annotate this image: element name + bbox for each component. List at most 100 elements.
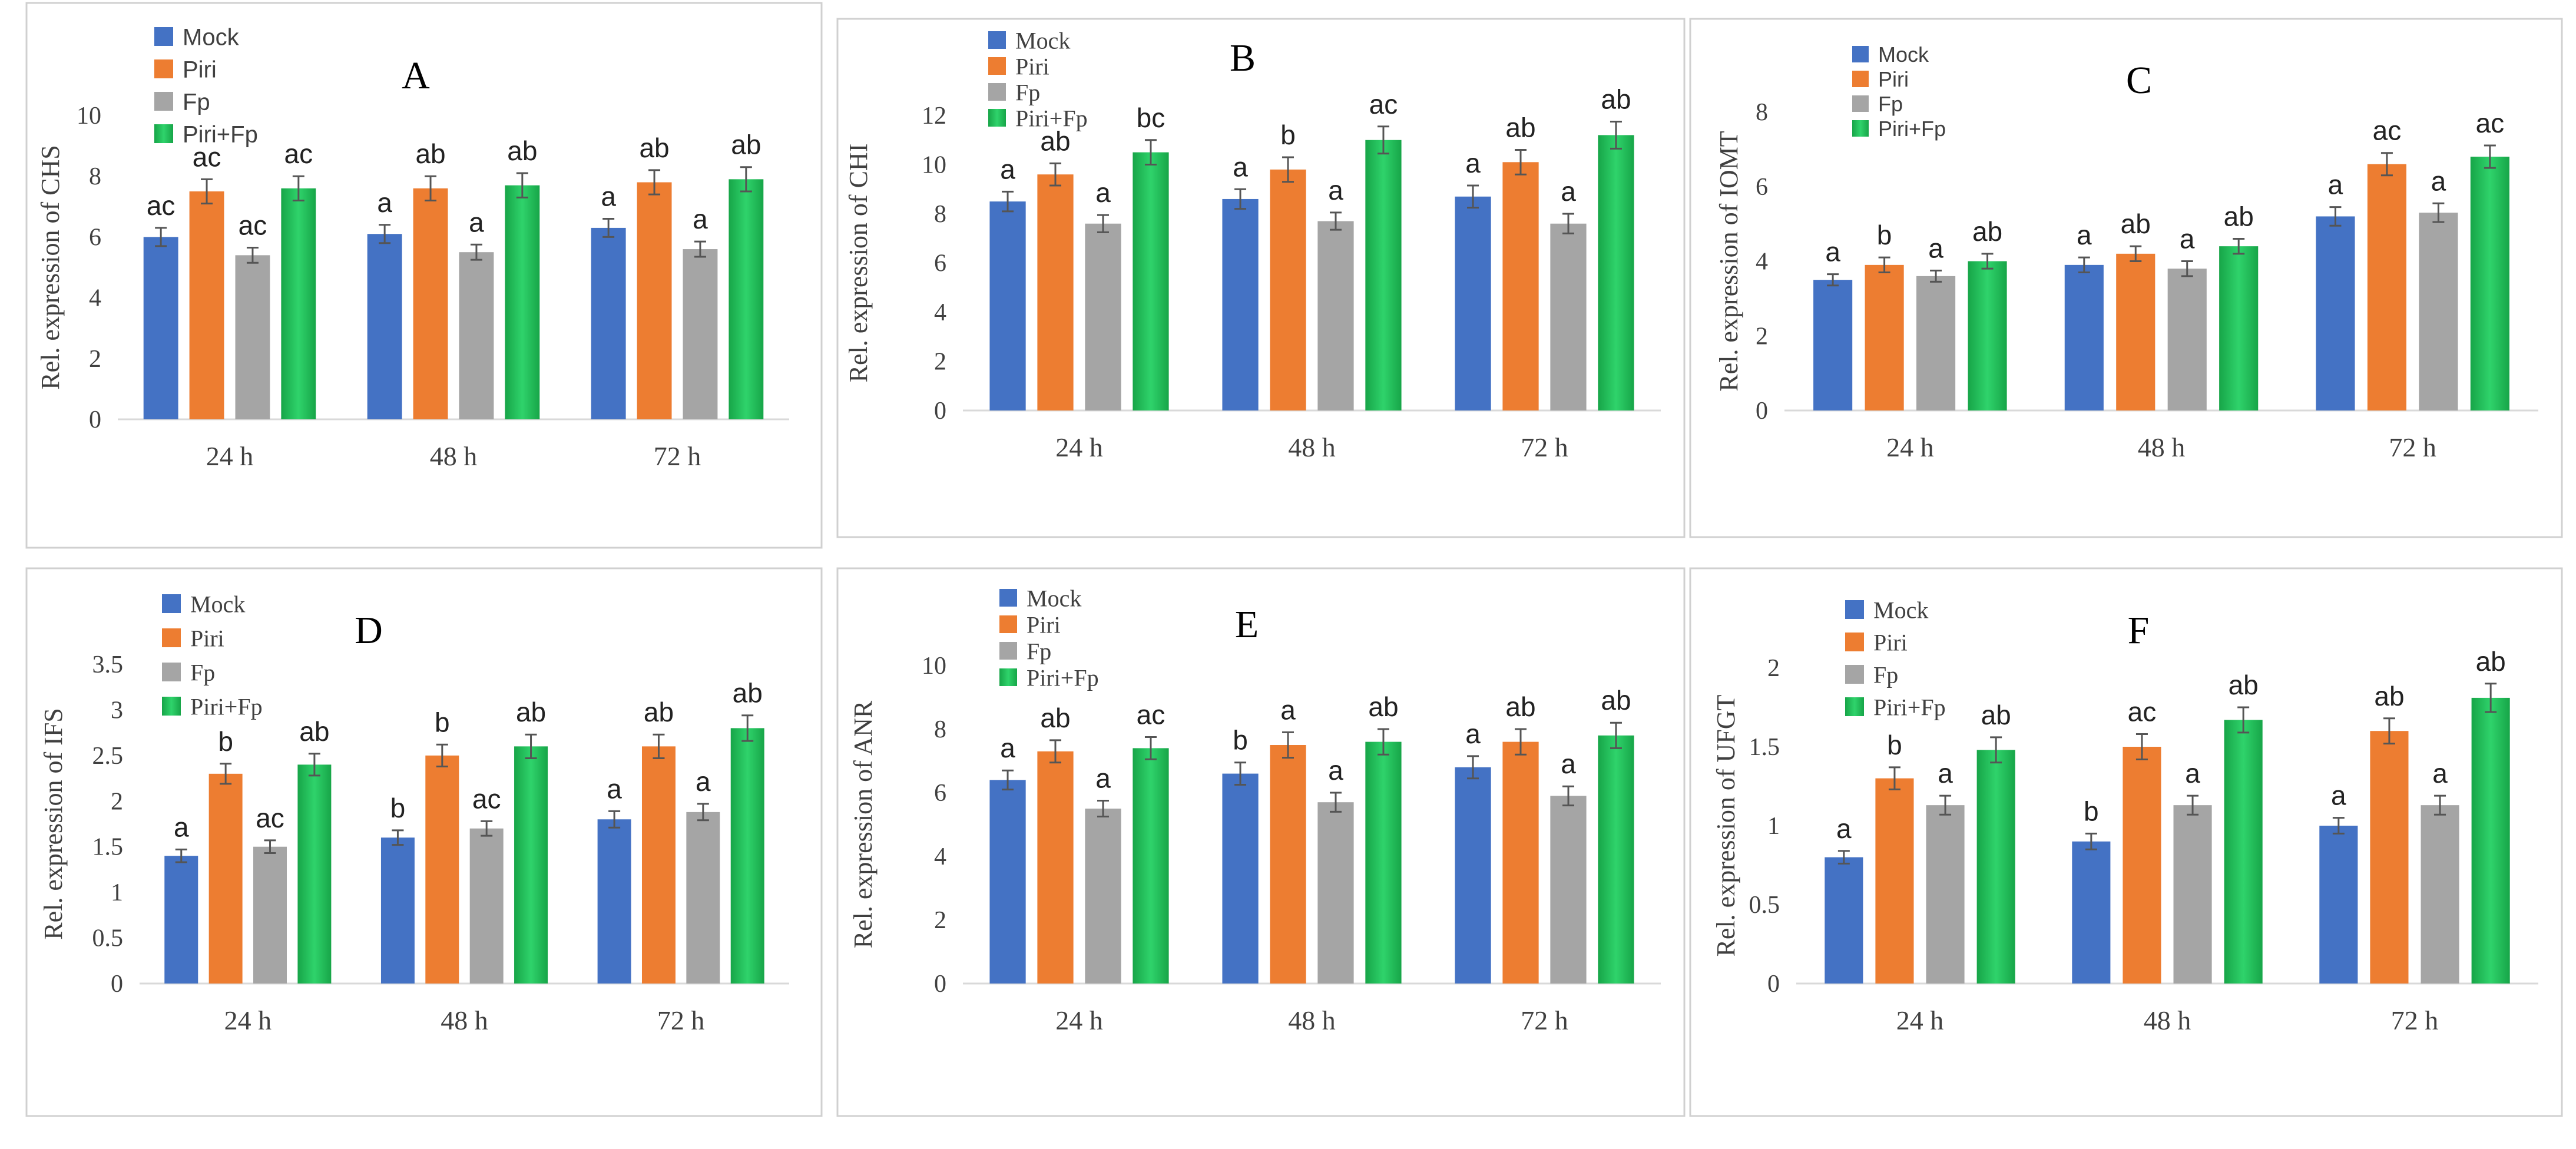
significance-label: a (2331, 780, 2346, 811)
legend-label: Mock (190, 591, 245, 617)
y-tick-label: 2 (934, 349, 946, 376)
bar-piri-fp-24h (1133, 152, 1169, 410)
legend-label: Mock (183, 24, 240, 50)
significance-label: ab (1601, 84, 1631, 114)
significance-label: a (1328, 175, 1343, 206)
significance-label: ab (1040, 125, 1070, 156)
legend-label: Fp (1027, 638, 1051, 664)
significance-label: ab (1601, 685, 1631, 716)
significance-label: ab (2224, 201, 2254, 231)
panel-letter: D (355, 609, 383, 652)
y-tick-label: 2 (1756, 323, 1768, 350)
panel-letter: C (2126, 59, 2152, 102)
y-tick-label: 0.5 (1749, 892, 1780, 919)
bar-piri-48h (2116, 253, 2156, 410)
x-tick-label: 48 h (2144, 1005, 2191, 1035)
x-tick-label: 48 h (430, 441, 478, 471)
significance-label: ab (1040, 703, 1070, 733)
y-tick-label: 0 (934, 971, 946, 998)
significance-label: ab (299, 716, 329, 747)
y-tick-label: 10 (922, 152, 946, 179)
bar-piri-48h (2123, 747, 2161, 984)
y-axis-label: Rel. expression of CHS (36, 145, 65, 390)
legend-swatch-mock (1845, 600, 1864, 619)
bar-piri-72h (1502, 162, 1539, 410)
x-tick-label: 72 h (1521, 1005, 1568, 1035)
bar-mock-48h (1222, 773, 1259, 984)
legend-label: Fp (183, 89, 210, 115)
panel-letter: F (2128, 609, 2150, 652)
significance-label: a (1465, 148, 1481, 178)
y-tick-label: 4 (89, 285, 101, 312)
bar-fp-48h (469, 828, 504, 984)
y-axis-label: Rel. expression of UFGT (1711, 694, 1740, 956)
bar-fp-48h (2173, 805, 2212, 984)
bar-piri-fp-72h (730, 728, 764, 984)
significance-label: a (174, 812, 189, 842)
bar-piri-fp-72h (1598, 135, 1634, 410)
bar-piri-fp-48h (505, 185, 540, 419)
y-tick-label: 6 (89, 224, 101, 251)
significance-label: b (1877, 220, 1892, 250)
bar-fp-48h (2167, 269, 2207, 410)
bar-piri-fp-48h (1365, 741, 1402, 984)
panel-d: 0 0.5 1 1.5 2 2.5 3 3.5 Rel. expression of IFS Da… (25, 567, 823, 1117)
legend-swatch-mock (162, 594, 181, 613)
significance-label: ab (507, 135, 537, 166)
significance-label: ac (1369, 89, 1398, 120)
significance-label: a (2185, 758, 2200, 789)
bar-mock-72h (597, 819, 631, 984)
bar-piri-24h (1037, 751, 1074, 984)
y-tick-label: 0 (1756, 398, 1768, 425)
legend-swatch-piri (162, 628, 181, 647)
legend-swatch-fp (999, 642, 1017, 660)
bar-mock-48h (2064, 264, 2104, 410)
y-tick-label: 6 (1756, 174, 1768, 201)
y-tick-label: 1.5 (92, 834, 124, 861)
bar-fp-72h (686, 812, 720, 984)
y-tick-label: 2 (89, 346, 101, 373)
panel-frame (836, 567, 1686, 1117)
legend-label: Piri+Fp (1873, 694, 1946, 720)
bar-mock-24h (1825, 857, 1863, 984)
bar-mock-48h (2072, 841, 2111, 984)
significance-label: b (435, 707, 450, 737)
legend-label: Piri (183, 57, 217, 82)
y-tick-label: 2 (934, 907, 946, 934)
x-tick-label: 24 h (1886, 432, 1934, 462)
x-tick-label: 24 h (1896, 1005, 1944, 1035)
significance-label: a (1561, 749, 1576, 779)
significance-label: a (1280, 694, 1296, 725)
legend-label: Fp (1878, 92, 1903, 116)
bar-fp-24h (235, 255, 270, 419)
y-tick-label: 4 (1756, 249, 1768, 276)
legend-label: Piri (190, 625, 224, 651)
bar-mock-24h (164, 856, 198, 984)
x-tick-label: 24 h (206, 441, 254, 471)
y-tick-label: 0 (111, 971, 123, 998)
legend-label: Piri+Fp (1878, 117, 1946, 141)
y-tick-label: 0 (1767, 971, 1780, 998)
significance-label: b (1887, 730, 1902, 760)
y-tick-label: 8 (89, 163, 101, 190)
y-tick-label: 3 (111, 697, 123, 724)
bar-piri-72h (641, 746, 676, 984)
bar-piri-fp-48h (1365, 140, 1402, 410)
significance-label: ac (193, 141, 221, 172)
bar-piri-48h (1270, 169, 1306, 410)
significance-label: b (2084, 796, 2099, 826)
bar-mock-48h (380, 837, 415, 984)
significance-label: ab (2476, 646, 2506, 677)
panel-letter: E (1235, 603, 1259, 646)
bar-fp-72h (2419, 213, 2458, 410)
significance-label: ab (1981, 700, 2011, 730)
bar-mock-72h (591, 227, 626, 419)
significance-label: ac (147, 190, 176, 221)
significance-label: ab (639, 133, 669, 163)
bar-piri-fp-24h (1133, 748, 1169, 984)
bar-fp-72h (1550, 223, 1587, 410)
legend-swatch-mock (1852, 46, 1869, 62)
bar-fp-48h (1317, 802, 1354, 984)
bar-fp-48h (459, 252, 494, 419)
